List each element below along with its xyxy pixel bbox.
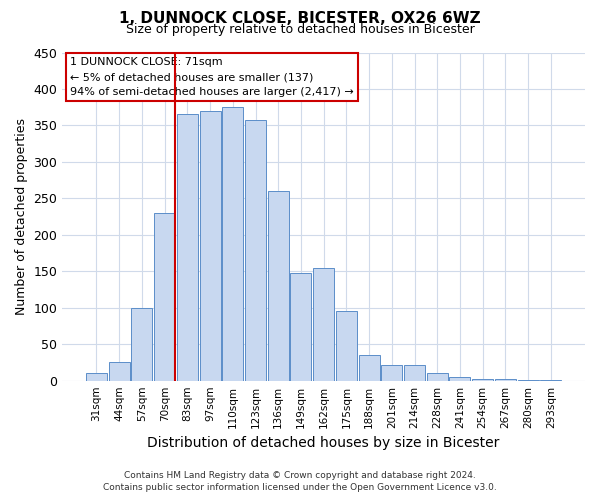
Text: 1, DUNNOCK CLOSE, BICESTER, OX26 6WZ: 1, DUNNOCK CLOSE, BICESTER, OX26 6WZ <box>119 11 481 26</box>
Text: Size of property relative to detached houses in Bicester: Size of property relative to detached ho… <box>125 22 475 36</box>
Bar <box>223 107 243 380</box>
Bar <box>177 114 198 380</box>
Text: Contains HM Land Registry data © Crown copyright and database right 2024.
Contai: Contains HM Land Registry data © Crown c… <box>103 471 497 492</box>
Bar <box>200 111 221 380</box>
Text: 1 DUNNOCK CLOSE: 71sqm
← 5% of detached houses are smaller (137)
94% of semi-det: 1 DUNNOCK CLOSE: 71sqm ← 5% of detached … <box>70 58 354 97</box>
Bar <box>290 272 311 380</box>
Bar <box>109 362 130 380</box>
Bar <box>245 120 266 380</box>
Bar <box>154 213 175 380</box>
Y-axis label: Number of detached properties: Number of detached properties <box>15 118 28 315</box>
Bar <box>472 379 493 380</box>
Bar <box>449 377 470 380</box>
Bar <box>86 374 107 380</box>
X-axis label: Distribution of detached houses by size in Bicester: Distribution of detached houses by size … <box>148 436 500 450</box>
Bar <box>404 364 425 380</box>
Bar <box>131 308 152 380</box>
Bar <box>382 364 402 380</box>
Bar <box>495 379 516 380</box>
Bar <box>313 268 334 380</box>
Bar <box>268 191 289 380</box>
Bar <box>336 312 357 380</box>
Bar <box>427 374 448 380</box>
Bar <box>359 355 380 380</box>
